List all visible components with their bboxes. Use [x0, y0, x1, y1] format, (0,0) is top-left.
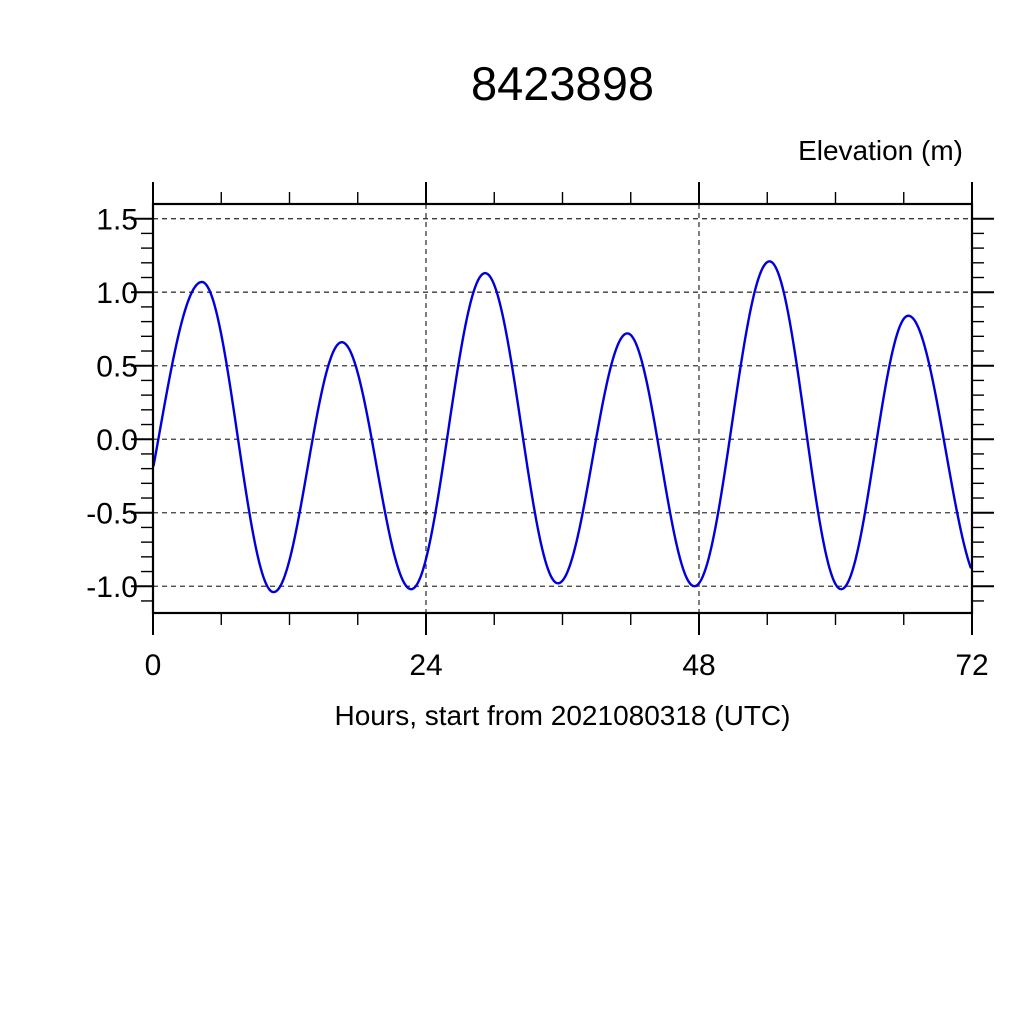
elevation-curve [152, 260, 972, 594]
y-tick-label: 0.0 [96, 424, 138, 457]
elevation-unit-label: Elevation (m) [798, 135, 963, 166]
plot-frame [151, 202, 974, 615]
y-tick-label: 1.5 [96, 204, 138, 237]
y-tick-label: -0.5 [86, 498, 138, 531]
x-axis-label: Hours, start from 2021080318 (UTC) [334, 700, 791, 731]
y-tick-label: 1.0 [96, 277, 138, 310]
chart-title: 8423898 [471, 57, 654, 110]
x-tick-label: 72 [955, 649, 988, 682]
x-tick-label: 24 [409, 649, 442, 682]
y-tick-label: -1.0 [86, 571, 138, 604]
x-tick-label: 48 [682, 649, 715, 682]
x-tick-label: 0 [145, 649, 162, 682]
y-tick-label: 0.5 [96, 351, 138, 384]
